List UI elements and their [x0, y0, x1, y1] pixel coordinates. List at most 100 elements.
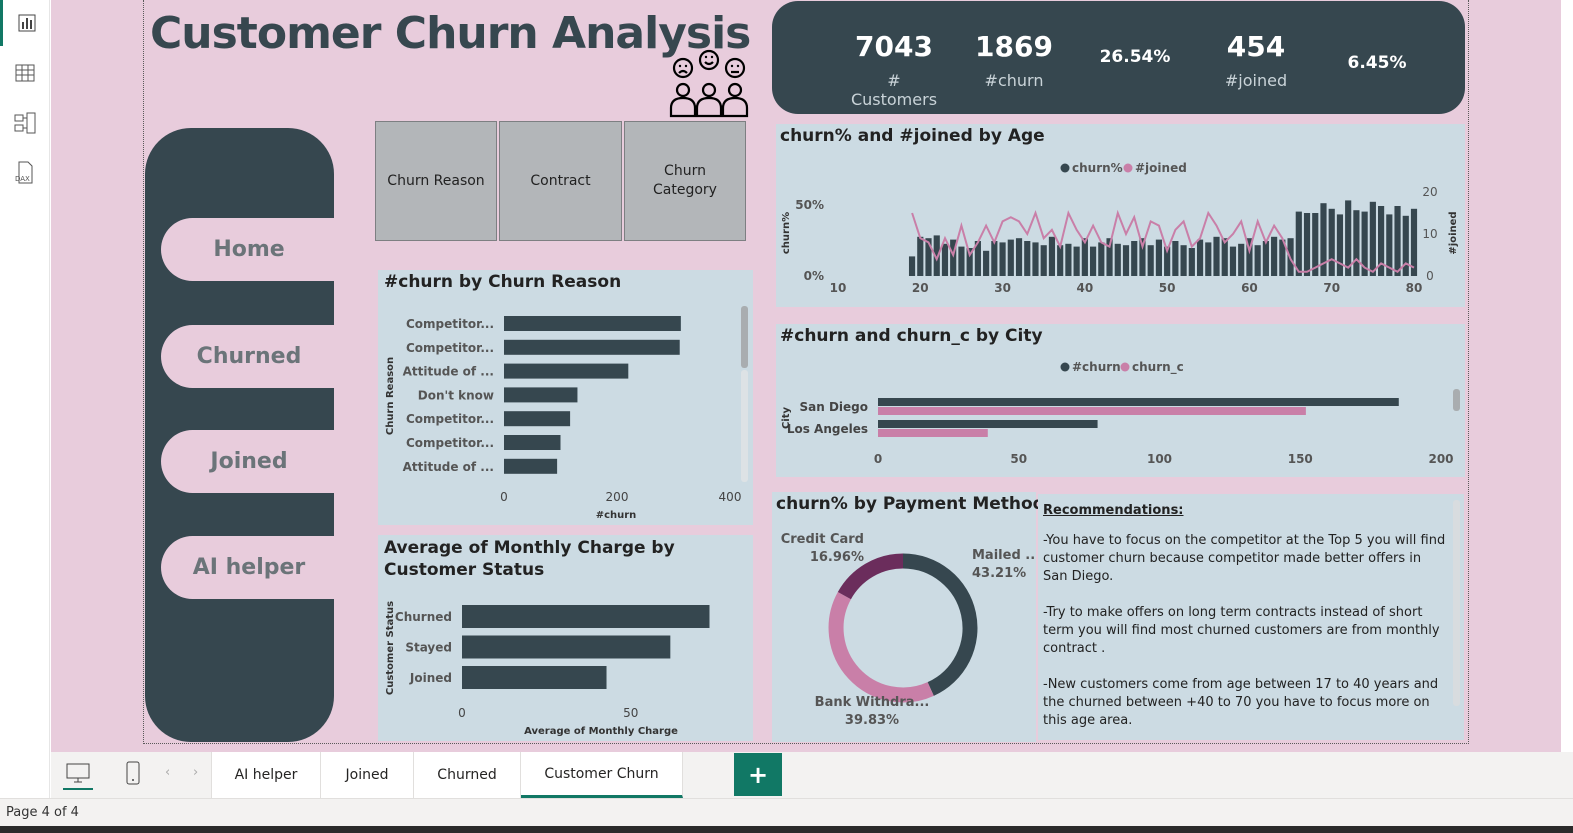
- taskbar-strip: [0, 826, 1573, 833]
- bar: [1122, 245, 1130, 276]
- x-tick-label: 30: [994, 281, 1011, 295]
- y2-tick-label: 0: [1426, 269, 1434, 283]
- bar: [504, 435, 561, 450]
- monthly-charge-chart[interactable]: Average of Monthly Charge by Customer St…: [378, 535, 753, 741]
- bar: [958, 246, 965, 276]
- bar: [1320, 203, 1327, 276]
- churn-reason-chart[interactable]: #churn by Churn Reason Competitor... Comp…: [378, 270, 753, 525]
- kpi-value: 1869: [975, 30, 1053, 63]
- scroll-tabs-right-icon[interactable]: ›: [193, 765, 199, 780]
- category-label: Attitude of ...: [403, 365, 494, 379]
- chart-title: #churn and churn_c by City: [780, 326, 1043, 346]
- page-tab-bar: ‹ › AI helper Joined Churned Customer Ch…: [51, 752, 1573, 798]
- nav-joined-button[interactable]: Joined: [161, 430, 337, 493]
- slice-label: Mailed ...: [972, 548, 1036, 563]
- mobile-view-icon[interactable]: [123, 758, 143, 788]
- y2-axis-label: #joined: [1448, 211, 1459, 254]
- model-view-icon[interactable]: [0, 100, 50, 146]
- bar: [1040, 245, 1047, 276]
- tab-ai-helper[interactable]: AI helper: [211, 752, 321, 798]
- recommendations-heading: Recommendations:: [1043, 503, 1184, 518]
- report-view-icon[interactable]: [0, 0, 50, 46]
- kpi-value: 26.54%: [1099, 47, 1171, 67]
- scroll-tabs-left-icon[interactable]: ‹: [165, 765, 171, 780]
- bar: [1048, 236, 1056, 276]
- bar: [1361, 211, 1368, 276]
- slicer-churn-category[interactable]: Churn Category: [624, 121, 746, 241]
- bar: [1065, 243, 1072, 276]
- kpi-value: 454: [1226, 30, 1286, 63]
- recommendations-box: Recommendations: -You have to focus on t…: [1038, 494, 1464, 740]
- legend-label: #churn: [1072, 360, 1121, 374]
- tab-joined[interactable]: Joined: [321, 752, 414, 798]
- recommendation-item: -New customers come from age between 17 …: [1043, 677, 1439, 728]
- bar: [1262, 241, 1269, 276]
- bar-churn-c: [878, 429, 988, 437]
- bar: [1402, 215, 1409, 276]
- x-tick-label: 50: [1159, 281, 1176, 295]
- bar: [1312, 213, 1319, 276]
- chart-title: churn% by Payment Method: [776, 494, 1045, 514]
- category-label: Don't know: [418, 388, 494, 402]
- bar: [1131, 241, 1138, 276]
- bar: [1345, 200, 1352, 276]
- kpi-joined-rate: 6.45%: [1327, 47, 1427, 79]
- payment-donut: Mailed ... 43.21% Bank Withdra... 39.83% Cre…: [781, 532, 1036, 728]
- recommendation-item: -Try to make offers on long term contrac…: [1043, 605, 1440, 656]
- bar: [1378, 206, 1385, 276]
- bar: [462, 666, 607, 689]
- bar: [1139, 238, 1146, 276]
- slice-label: Bank Withdra...: [815, 695, 930, 710]
- x-tick-label: 0: [874, 452, 882, 466]
- category-label: Competitor...: [406, 412, 494, 426]
- category-label: Competitor...: [406, 317, 494, 331]
- bar: [1081, 238, 1088, 276]
- bar: [908, 256, 916, 276]
- add-page-button[interactable]: +: [734, 753, 782, 796]
- bar: [1271, 236, 1278, 276]
- tab-churned[interactable]: Churned: [414, 752, 521, 798]
- table-view-icon[interactable]: [0, 50, 50, 96]
- slicer-contract[interactable]: Contract: [499, 121, 622, 241]
- nav-churned-button[interactable]: Churned: [161, 325, 337, 388]
- y-axis-label: Churn Reason: [385, 357, 396, 435]
- legend-marker: [1120, 362, 1130, 372]
- chart-scrollbar[interactable]: [1453, 389, 1460, 411]
- donut-slice: [902, 553, 978, 696]
- slice-value: 16.96%: [810, 550, 864, 565]
- nav-ai-helper-button[interactable]: AI helper: [161, 536, 337, 599]
- city-chart[interactable]: #churn and churn_c by City #churn churn_c…: [776, 324, 1465, 477]
- bar: [1024, 241, 1031, 276]
- bar-churn: [878, 398, 1399, 406]
- chart-scrollbar[interactable]: [741, 306, 748, 368]
- svg-text:DAX: DAX: [15, 175, 30, 183]
- bar: [1188, 248, 1195, 276]
- bar: [1238, 243, 1245, 276]
- tab-customer-churn[interactable]: Customer Churn: [521, 752, 683, 798]
- bar: [1015, 238, 1023, 276]
- category-label: Competitor...: [406, 436, 494, 450]
- nav-home-button[interactable]: Home: [161, 218, 337, 281]
- bar: [983, 250, 990, 276]
- slice-value: 43.21%: [972, 566, 1026, 581]
- kpi-churn-rate: 26.54%: [1085, 41, 1185, 73]
- bar: [917, 236, 924, 276]
- age-chart[interactable]: churn% and #joined by Age churn% #joined 1…: [776, 124, 1465, 307]
- y-axis-label: churn%: [781, 212, 792, 254]
- slicer-churn-reason[interactable]: Churn Reason: [375, 121, 497, 241]
- legend-marker: [1060, 163, 1070, 173]
- kpi-churn: 1869 #churn: [964, 30, 1064, 91]
- y-axis-label: Customer Status: [385, 601, 396, 695]
- x-tick-label: 0: [458, 706, 466, 720]
- dax-query-view-icon[interactable]: DAX: [0, 150, 50, 196]
- payment-method-chart[interactable]: churn% by Payment Method Mailed ... 43.21…: [772, 492, 1045, 742]
- legend-marker: [1060, 362, 1070, 372]
- y2-tick-label: 20: [1422, 185, 1437, 199]
- x-tick-label: 0: [500, 490, 508, 504]
- x-tick-label: 20: [912, 281, 929, 295]
- legend-marker: [1123, 163, 1133, 173]
- desktop-view-icon[interactable]: [63, 758, 93, 790]
- bar: [1328, 208, 1335, 276]
- recommendations-scrollbar[interactable]: [1453, 500, 1460, 706]
- bar: [1254, 245, 1261, 276]
